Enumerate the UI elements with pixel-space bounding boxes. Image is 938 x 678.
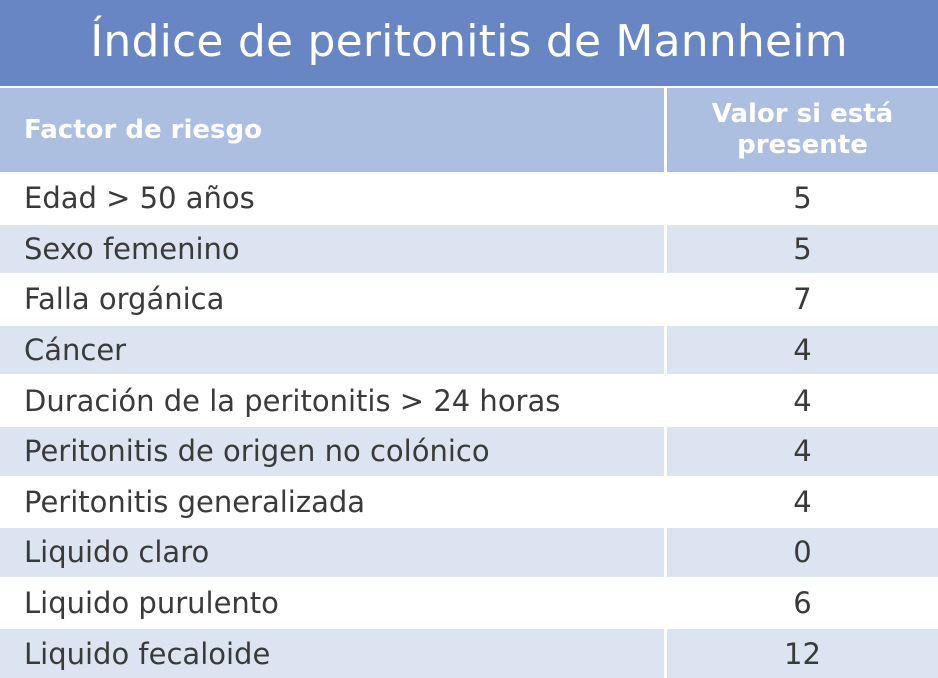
table-row: Liquido claro 0 <box>0 526 938 577</box>
factor-cell: Peritonitis de origen no colónico <box>24 434 490 469</box>
value-cell: 4 <box>664 477 938 527</box>
factor-cell: Liquido purulento <box>24 586 279 621</box>
factor-cell: Cáncer <box>24 333 127 368</box>
factor-cell: Falla orgánica <box>24 282 225 317</box>
value-cell: 4 <box>664 426 938 476</box>
value-cell: 5 <box>664 224 938 274</box>
factor-cell: Liquido claro <box>24 535 210 570</box>
table-row: Peritonitis generalizada 4 <box>0 475 938 527</box>
factor-cell: Peritonitis generalizada <box>24 484 366 519</box>
table-row: Peritonitis de origen no colónico 4 <box>0 424 938 476</box>
factor-cell: Duración de la peritonitis > 24 horas <box>24 383 561 418</box>
column-header-value: Valor si está presente <box>664 88 938 172</box>
value-cell: 4 <box>664 325 938 375</box>
column-header-factor: Factor de riesgo <box>0 88 664 172</box>
value-cell: 0 <box>664 528 938 577</box>
table-row: Edad > 50 años 5 <box>0 172 938 223</box>
value-cell: 4 <box>664 376 938 425</box>
table-header-row: Factor de riesgo Valor si está presente <box>0 86 938 172</box>
table-row: Duración de la peritonitis > 24 horas 4 <box>0 374 938 425</box>
table-body: Edad > 50 años 5 Sexo femenino 5 Falla o… <box>0 172 938 678</box>
factor-cell: Edad > 50 años <box>24 181 255 216</box>
value-cell: 12 <box>664 629 938 678</box>
table-row: Cáncer 4 <box>0 323 938 375</box>
table-title: Índice de peritonitis de Mannheim <box>0 0 938 86</box>
table-row: Liquido fecaloide 12 <box>0 627 938 678</box>
value-cell: 5 <box>664 174 938 223</box>
factor-cell: Liquido fecaloide <box>24 636 271 671</box>
column-header-value-line1: Valor si está <box>711 99 894 129</box>
table-row: Liquido purulento 6 <box>0 576 938 628</box>
value-cell: 7 <box>664 275 938 324</box>
table-row: Sexo femenino 5 <box>0 222 938 274</box>
factor-cell: Sexo femenino <box>24 231 240 266</box>
column-header-value-line2: presente <box>737 130 868 160</box>
table-row: Falla orgánica 7 <box>0 273 938 324</box>
value-cell: 6 <box>664 578 938 628</box>
